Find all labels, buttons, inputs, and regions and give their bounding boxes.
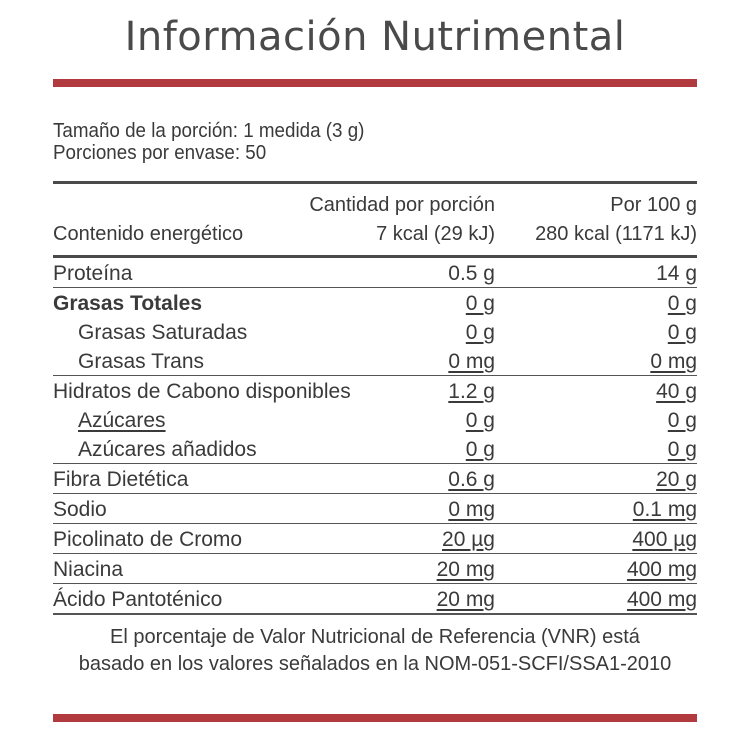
column-header-per-serving: Cantidad por porción <box>309 194 495 216</box>
energy-label: Contenido energético <box>53 223 244 245</box>
servings-per-container: Porciones por envase: 50 <box>53 142 267 164</box>
bottom-accent-bar <box>53 714 697 722</box>
per-serving-value: 20 mg <box>436 558 495 581</box>
per-100g-value: 40 g <box>656 380 697 403</box>
nutrient-name: Picolinato de Cromo <box>53 528 243 551</box>
per-serving-value: 20 mg <box>436 588 495 611</box>
per-serving-value: 0 mg <box>448 350 495 373</box>
table-row: Grasas Totales 0 g 0 g <box>53 288 697 317</box>
table-row: Proteína 0.5 g 14 g <box>53 258 697 288</box>
per-100g-value: 0 mg <box>650 350 697 373</box>
top-accent-bar <box>53 79 697 87</box>
footnote-line-2: basado en los valores señalados en la NO… <box>78 653 672 675</box>
per-100g-value: 0.1 mg <box>632 498 697 521</box>
nutrient-name: Grasas Saturadas <box>78 321 248 344</box>
nutrient-name: Hidratos de Cabono disponibles <box>53 380 351 403</box>
nutrient-name: Fibra Dietética <box>53 468 189 491</box>
per-serving-value: 0 g <box>465 292 495 315</box>
nutrient-name: Ácido Pantoténico <box>53 588 223 611</box>
energy-rule <box>53 255 697 258</box>
per-100g-value: 0 g <box>667 438 697 461</box>
per-serving-value: 0.6 g <box>448 468 495 491</box>
nutrient-name: Niacina <box>53 558 124 581</box>
per-100g-value: 20 g <box>656 468 697 491</box>
table-row: Sodio 0 mg 0.1 mg <box>53 494 697 524</box>
header-rule <box>53 181 697 184</box>
table-row: Azúcares 0 g 0 g <box>53 405 697 434</box>
nutrient-name: Azúcares añadidos <box>78 438 257 461</box>
nutrient-table: Proteína 0.5 g 14 g Grasas Totales 0 g 0… <box>53 258 697 615</box>
per-serving-value: 0.5 g <box>448 262 495 285</box>
per-serving-value: 0 g <box>465 321 495 344</box>
page-title: Información Nutrimental <box>124 14 626 60</box>
per-100g-value: 400 mg <box>626 588 697 611</box>
table-row: Grasas Saturadas 0 g 0 g <box>53 317 697 346</box>
table-row: Picolinato de Cromo 20 µg 400 µg <box>53 524 697 554</box>
per-serving-value: 20 µg <box>442 528 495 551</box>
table-row: Fibra Dietética 0.6 g 20 g <box>53 464 697 494</box>
per-100g-value: 0 g <box>667 321 697 344</box>
table-row: Grasas Trans 0 mg 0 mg <box>53 346 697 376</box>
serving-size: Tamaño de la porción: 1 medida (3 g) <box>53 120 365 142</box>
nutrient-name: Grasas Trans <box>78 350 205 373</box>
per-100g-value: 0 g <box>667 409 697 432</box>
per-serving-value: 0 g <box>465 409 495 432</box>
vnr-footnote: El porcentaje de Valor Nutricional de Re… <box>0 624 750 678</box>
energy-per-serving: 7 kcal (29 kJ) <box>376 223 495 245</box>
table-row: Niacina 20 mg 400 mg <box>53 554 697 584</box>
per-serving-value: 1.2 g <box>448 380 495 403</box>
nutrient-name: Azúcares <box>78 409 166 432</box>
nutrient-name: Proteína <box>53 262 133 285</box>
table-row: Hidratos de Cabono disponibles 1.2 g 40 … <box>53 376 697 405</box>
per-serving-value: 0 mg <box>448 498 495 521</box>
nutrient-name: Sodio <box>53 498 107 521</box>
serving-info: Tamaño de la porción: 1 medida (3 g) Por… <box>53 120 384 164</box>
per-100g-value: 400 µg <box>632 528 697 551</box>
table-row: Azúcares añadidos 0 g 0 g <box>53 434 697 464</box>
per-100g-value: 0 g <box>667 292 697 315</box>
per-serving-value: 0 g <box>465 438 495 461</box>
per-100g-value: 400 mg <box>626 558 697 581</box>
energy-per-100g: 280 kcal (1171 kJ) <box>535 223 697 245</box>
table-row: Ácido Pantoténico 20 mg 400 mg <box>53 584 697 615</box>
footnote-line-1: El porcentaje de Valor Nutricional de Re… <box>110 626 640 648</box>
column-header-per-100g: Por 100 g <box>610 194 697 216</box>
per-100g-value: 14 g <box>656 262 697 285</box>
nutrient-name: Grasas Totales <box>53 292 203 315</box>
